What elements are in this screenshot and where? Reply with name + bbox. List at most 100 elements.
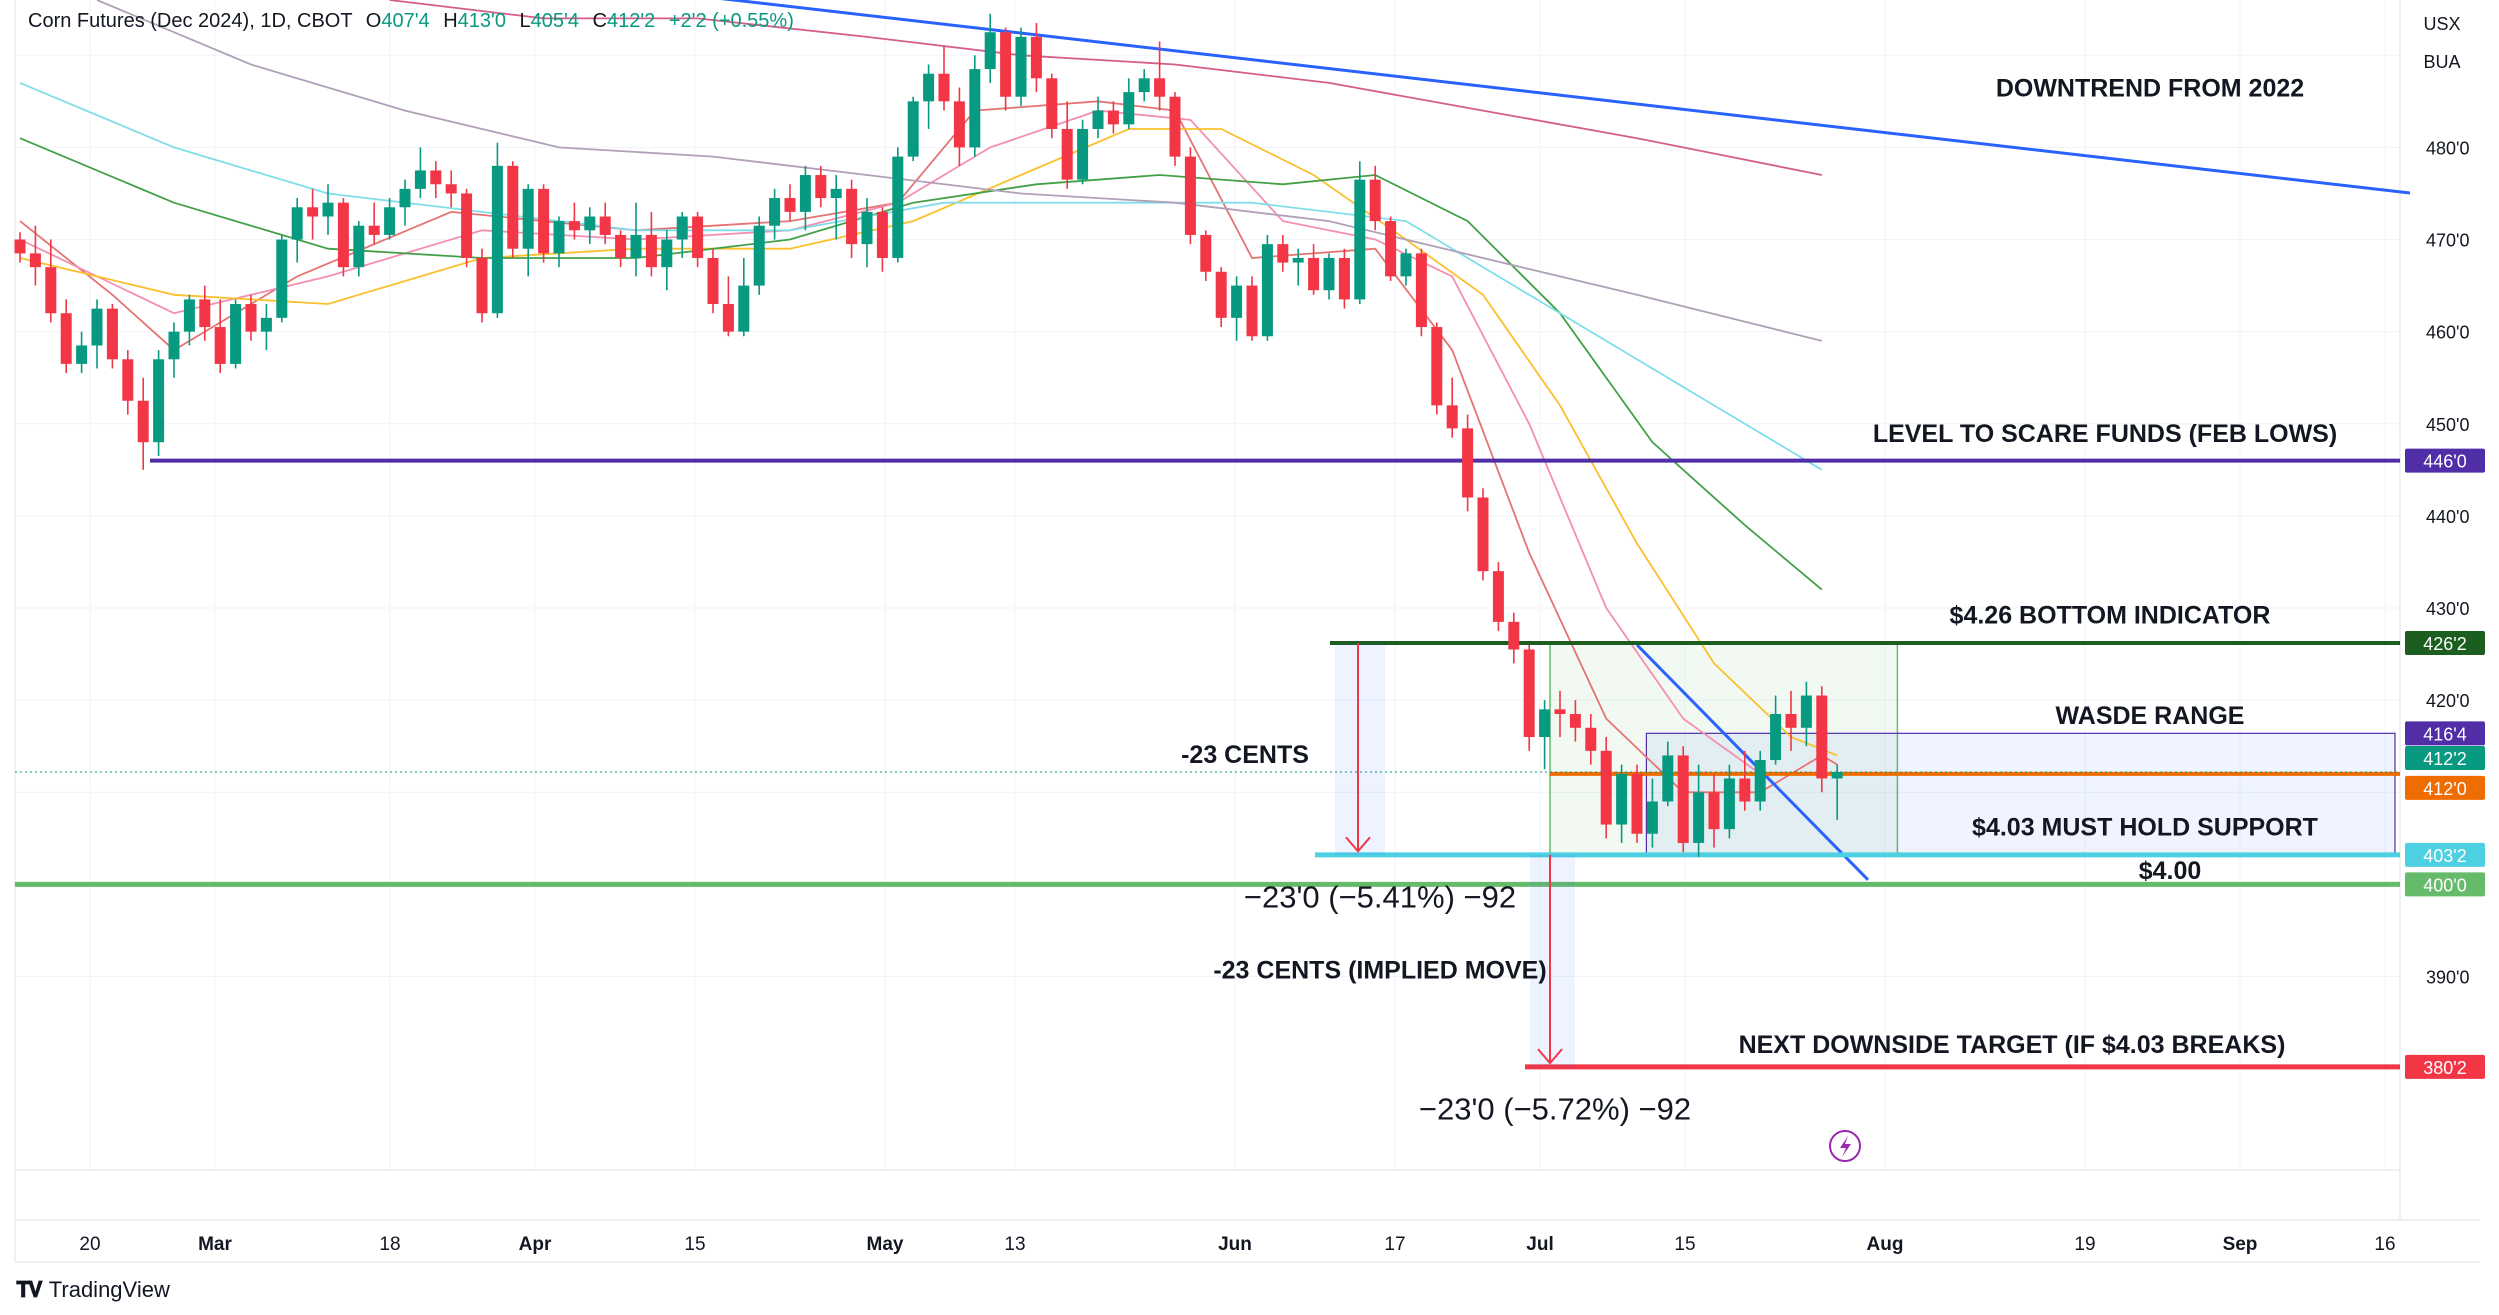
candle-body <box>1046 78 1058 129</box>
candle-body <box>1184 156 1196 235</box>
candle-body <box>60 313 72 364</box>
candle-body <box>522 188 534 249</box>
candle <box>661 230 673 291</box>
candle <box>1169 92 1181 166</box>
candle-body <box>584 216 596 231</box>
candle <box>1508 612 1520 664</box>
candle <box>399 179 411 226</box>
candle <box>1816 686 1828 793</box>
price-tag-label: 380'2 <box>2423 1058 2466 1078</box>
high-label: H <box>443 10 458 32</box>
candle <box>1569 700 1581 742</box>
candle <box>122 350 134 415</box>
candle-body <box>615 234 627 258</box>
candle-body <box>183 299 195 332</box>
candle <box>738 257 750 337</box>
candle-body <box>461 193 473 258</box>
candle <box>1431 322 1443 415</box>
candle-body <box>1092 110 1104 129</box>
open-label: O <box>365 10 382 32</box>
candle <box>1646 778 1658 848</box>
candle <box>461 188 473 268</box>
candle-body <box>676 216 688 240</box>
candle <box>445 170 457 208</box>
candle-body <box>1462 428 1474 498</box>
y-tick-label-5: 440'0 <box>2426 507 2469 527</box>
candle-body <box>137 400 149 443</box>
candle-body <box>1739 778 1751 802</box>
candle <box>45 239 57 323</box>
candle-body <box>1569 713 1581 728</box>
candle <box>1323 253 1335 300</box>
candle-body <box>476 257 488 314</box>
lightning-icon <box>1829 1130 1861 1162</box>
candle <box>892 147 904 263</box>
x-tick-label-6: 13 <box>1004 1234 1025 1255</box>
lightning-icon-bolt <box>1840 1136 1851 1157</box>
price-tag <box>2405 775 2485 800</box>
candle-body <box>414 170 426 189</box>
x-tick-label-1: Mar <box>198 1234 232 1255</box>
candle-body <box>353 225 365 268</box>
candle <box>1277 234 1289 272</box>
currency-button[interactable]: USX <box>2405 6 2479 42</box>
candle <box>1231 276 1243 341</box>
candle-body <box>1831 772 1843 779</box>
candle <box>368 202 380 245</box>
candle <box>230 299 242 369</box>
price-tag-label: 403'2 <box>2423 846 2466 866</box>
measure-shade-1 <box>1335 643 1385 855</box>
candle <box>846 179 858 258</box>
candle-body <box>1215 271 1227 318</box>
candle-body <box>1446 405 1458 429</box>
candle-body <box>1754 760 1766 802</box>
candle <box>430 161 442 199</box>
candle <box>907 96 919 162</box>
candle <box>183 294 195 346</box>
candle-body <box>91 308 103 346</box>
candle <box>1831 764 1843 820</box>
tradingview-logo[interactable]: 𝐓𝐕 TradingView <box>16 1277 170 1303</box>
moving-average-200 <box>389 0 1822 176</box>
price-tag <box>2405 842 2485 867</box>
candle-body <box>1385 221 1397 277</box>
candle-body <box>1277 244 1289 263</box>
candle <box>1477 488 1489 581</box>
candle-body <box>1616 773 1628 825</box>
candle <box>137 377 149 470</box>
price-tag <box>2405 746 2485 771</box>
bottom-indicator-zone <box>1549 642 1899 856</box>
candle <box>1770 695 1782 765</box>
candle-body <box>1508 621 1520 650</box>
candle-body <box>1539 709 1551 738</box>
unit-button[interactable]: BUA <box>2405 44 2479 80</box>
candle-body <box>1400 253 1412 277</box>
annotation-scare-funds: LEVEL TO SCARE FUNDS (FEB LOWS) <box>1873 420 2337 448</box>
price-tag <box>2405 1054 2485 1079</box>
candle <box>815 165 827 208</box>
candle <box>799 165 811 231</box>
y-tick-label-9: 480'0 <box>2426 138 2469 158</box>
candle <box>676 211 688 258</box>
candle <box>1061 101 1073 189</box>
brand-label: TradingView <box>48 1277 170 1302</box>
candle-body <box>907 101 919 157</box>
candle <box>1292 248 1304 286</box>
candle-body <box>1338 257 1350 300</box>
candle-body <box>1477 497 1489 572</box>
candle <box>953 87 965 166</box>
annotation-minus23: -23 CENTS <box>1181 741 1309 769</box>
candle-body <box>1631 773 1643 834</box>
candle <box>14 232 26 263</box>
candle-body <box>1415 253 1427 328</box>
candle <box>1338 248 1350 309</box>
x-tick-label-13: Sep <box>2223 1234 2258 1255</box>
annotation-measure-1: −23'0 (−5.41%) −92 <box>1244 879 1516 914</box>
candle <box>1138 69 1150 102</box>
low-value: 405'4 <box>530 10 579 32</box>
candle-body <box>1107 110 1119 125</box>
candle-body <box>245 304 257 332</box>
candle <box>1123 78 1135 129</box>
candle <box>1015 27 1027 106</box>
